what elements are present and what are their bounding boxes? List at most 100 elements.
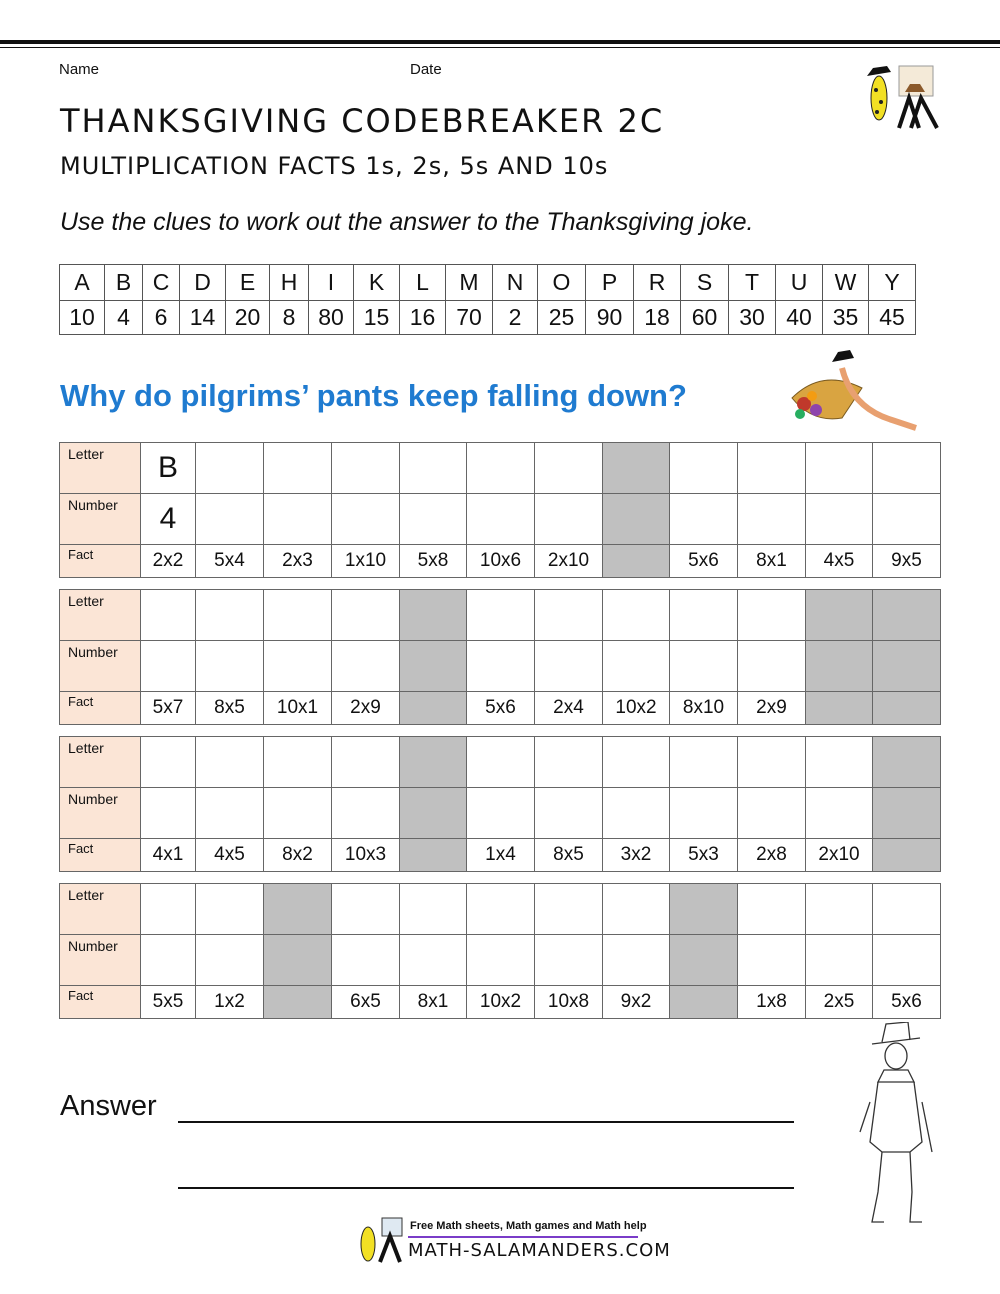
letter-input-cell[interactable] [805,736,873,788]
number-input-cell[interactable] [534,934,603,986]
number-input-cell[interactable] [466,787,535,839]
letter-input-cell[interactable] [805,442,873,494]
letter-input-cell[interactable] [195,883,264,935]
letter-input-cell[interactable] [263,442,332,494]
letter-input-cell[interactable] [466,883,535,935]
number-input-cell[interactable] [466,640,535,692]
key-number: 60 [680,300,729,335]
blank-space-cell [399,691,467,725]
number-input-cell[interactable] [331,640,400,692]
key-number: 14 [179,300,226,335]
letter-input-cell[interactable] [140,883,196,935]
letter-input-cell[interactable] [737,442,806,494]
number-input-cell[interactable] [737,640,806,692]
fact-cell: 5x3 [669,838,738,872]
number-input-cell[interactable] [399,934,467,986]
number-input-cell[interactable] [602,787,670,839]
letter-input-cell[interactable] [331,589,400,641]
key-number: 40 [775,300,823,335]
letter-input-cell[interactable] [872,442,941,494]
number-input-cell[interactable] [737,787,806,839]
letter-input-cell[interactable] [805,883,873,935]
number-input-cell[interactable] [331,493,400,545]
key-letter: O [537,264,586,301]
number-input-cell[interactable] [737,934,806,986]
number-input-cell[interactable] [805,934,873,986]
number-input-cell[interactable] [195,640,264,692]
number-input-cell[interactable] [263,493,332,545]
number-input-cell[interactable] [737,493,806,545]
letter-input-cell[interactable] [195,589,264,641]
number-input-cell[interactable] [195,934,264,986]
key-letter: E [225,264,270,301]
letter-input-cell[interactable] [140,736,196,788]
answer-line-1[interactable] [178,1121,794,1123]
number-input-cell[interactable] [399,493,467,545]
fact-cell: 2x9 [331,691,400,725]
number-input-cell[interactable] [263,787,332,839]
key-letter: T [728,264,776,301]
letter-input-cell[interactable] [263,736,332,788]
number-input-cell[interactable] [872,934,941,986]
letter-input-cell[interactable] [872,883,941,935]
number-input-cell[interactable] [534,640,603,692]
letter-input-cell[interactable] [602,736,670,788]
blank-space-cell [669,934,738,986]
letter-input-cell[interactable] [195,442,264,494]
letter-input-cell[interactable] [466,736,535,788]
letter-input-cell[interactable] [737,883,806,935]
number-input-cell[interactable] [140,934,196,986]
footer-site[interactable]: MATH-SALAMANDERS.COM [408,1240,671,1261]
number-input-cell[interactable] [602,934,670,986]
letter-input-cell[interactable] [140,589,196,641]
number-input-cell[interactable] [263,640,332,692]
number-input-cell[interactable] [140,787,196,839]
fact-cell: 8x1 [737,544,806,578]
letter-input-cell[interactable] [534,736,603,788]
fact-cell: 10x3 [331,838,400,872]
fact-cell: 1x8 [737,985,806,1019]
number-input-cell[interactable] [669,493,738,545]
answer-line-2[interactable] [178,1187,794,1189]
letter-input-cell[interactable] [399,442,467,494]
letter-input-cell[interactable] [534,589,603,641]
number-input-cell[interactable] [669,787,738,839]
date-label: Date [410,61,442,78]
fact-cell: 8x1 [399,985,467,1019]
letter-input-cell[interactable] [466,442,535,494]
letter-input-cell[interactable] [466,589,535,641]
number-input-cell[interactable] [872,493,941,545]
number-input-cell[interactable] [140,640,196,692]
letter-input-cell[interactable] [195,736,264,788]
letter-input-cell[interactable] [399,883,467,935]
number-input-cell[interactable] [466,493,535,545]
number-input-cell[interactable] [466,934,535,986]
number-input-cell[interactable] [195,787,264,839]
letter-input-cell[interactable] [534,883,603,935]
letter-input-cell[interactable] [331,883,400,935]
letter-input-cell[interactable] [602,883,670,935]
letter-row: Letter [59,883,941,935]
letter-input-cell[interactable] [669,736,738,788]
number-input-cell[interactable] [195,493,264,545]
number-input-cell[interactable] [534,493,603,545]
number-input-cell[interactable] [331,934,400,986]
fact-cell: 1x2 [195,985,264,1019]
letter-input-cell[interactable] [602,589,670,641]
letter-input-cell[interactable] [737,736,806,788]
letter-input-cell[interactable] [669,589,738,641]
blank-space-cell [805,640,873,692]
number-input-cell[interactable] [805,787,873,839]
letter-input-cell[interactable] [331,442,400,494]
number-input-cell[interactable] [534,787,603,839]
number-input-cell[interactable] [669,640,738,692]
number-input-cell[interactable] [331,787,400,839]
letter-input-cell[interactable] [534,442,603,494]
blank-space-cell [669,985,738,1019]
letter-input-cell[interactable] [331,736,400,788]
number-input-cell[interactable] [602,640,670,692]
letter-input-cell[interactable] [669,442,738,494]
letter-input-cell[interactable] [737,589,806,641]
number-input-cell[interactable] [805,493,873,545]
letter-input-cell[interactable] [263,589,332,641]
